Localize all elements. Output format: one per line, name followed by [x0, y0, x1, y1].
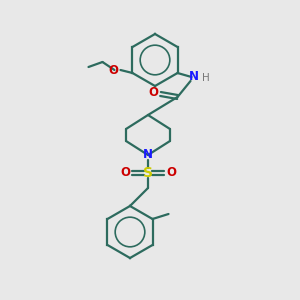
Text: N: N — [143, 148, 153, 161]
Text: O: O — [166, 167, 176, 179]
Text: S: S — [143, 166, 153, 180]
Text: O: O — [148, 86, 158, 100]
Text: O: O — [120, 167, 130, 179]
Text: N: N — [188, 70, 199, 83]
Text: H: H — [202, 73, 209, 83]
Text: O: O — [109, 64, 118, 76]
